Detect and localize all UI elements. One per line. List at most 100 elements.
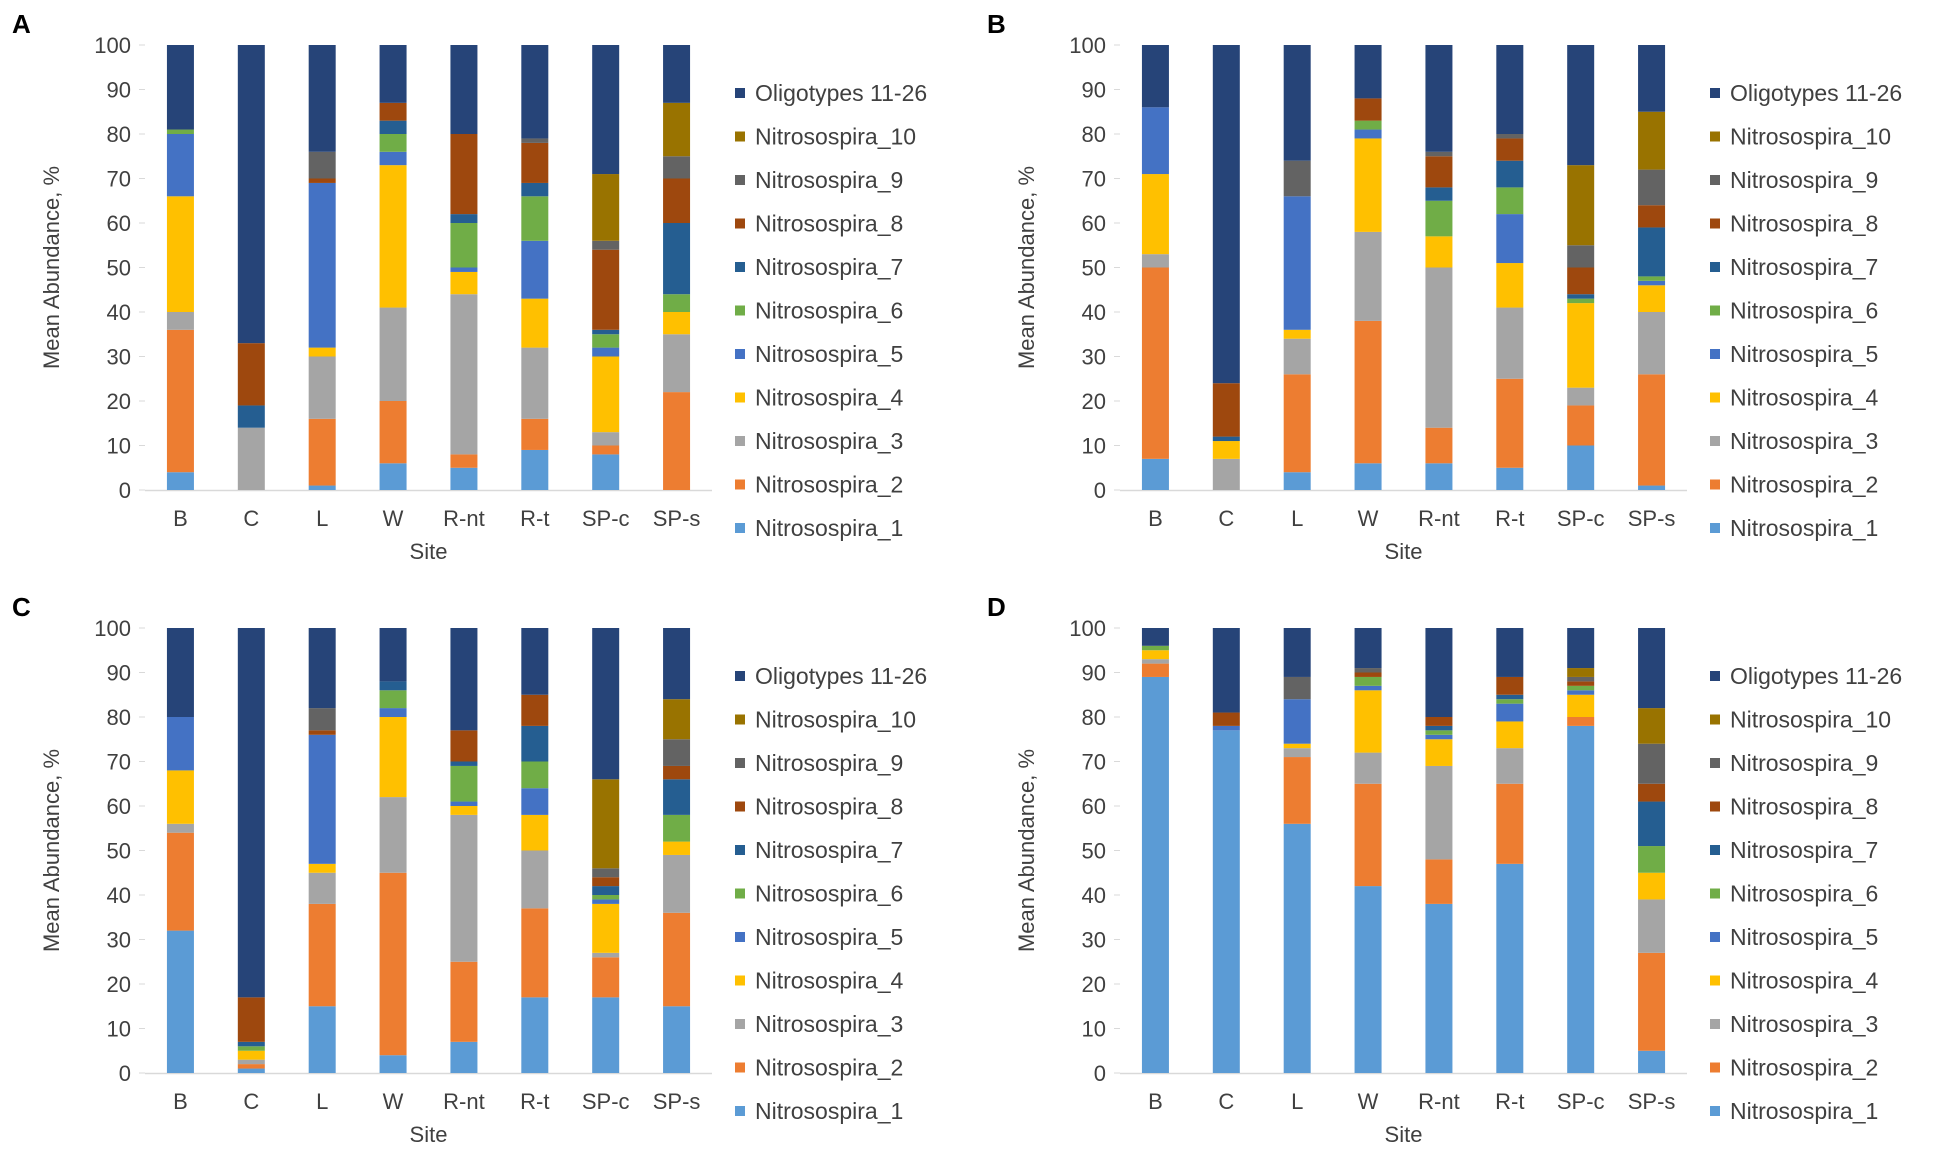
bar-segment-nitrosospira-5-sp-c xyxy=(1567,690,1595,695)
legend-label: Nitrosospira_8 xyxy=(1730,794,1878,820)
bar-segment-nitrosospira-1-w xyxy=(1354,463,1382,490)
legend-swatch-nitrosospira-1 xyxy=(735,523,745,533)
bar-segment-nitrosospira-6-r-nt xyxy=(450,223,478,268)
bar-segment-nitrosospira-4-sp-c xyxy=(1567,694,1595,717)
legend-swatch-nitrosospira-6 xyxy=(735,305,745,316)
bar-segment-nitrosospira-1-b xyxy=(166,472,194,490)
bar-segment-nitrosospira-2-c xyxy=(237,1064,265,1069)
y-tick-label: 70 xyxy=(1082,167,1106,192)
x-tick-label: L xyxy=(316,1089,328,1114)
legend-swatch-nitrosospira-1 xyxy=(1710,1106,1720,1116)
bar-segment-nitrosospira-9-sp-s xyxy=(663,739,691,766)
bar-segment-nitrosospira-5-c xyxy=(1212,725,1240,731)
bar-segment-nitrosospira-1-r-t xyxy=(1496,863,1524,1073)
bar-segment-nitrosospira-4-b xyxy=(1141,650,1169,660)
y-tick-label: 90 xyxy=(107,661,131,686)
legend-label: Nitrosospira_6 xyxy=(755,881,903,907)
bar-segment-nitrosospira-6-c xyxy=(237,1046,265,1051)
legend-label: Nitrosospira_8 xyxy=(755,211,903,237)
x-tick-label: R-t xyxy=(1495,506,1524,531)
bar-segment-nitrosospira-5-l xyxy=(1283,699,1311,744)
legend-swatch-nitrosospira-4 xyxy=(735,975,745,986)
bar-segment-nitrosospira-1-b xyxy=(1141,458,1169,490)
bar-segment-nitrosospira-1-r-nt xyxy=(450,1041,478,1073)
legend-label: Nitrosospira_10 xyxy=(1730,124,1891,150)
legend-swatch-nitrosospira-8 xyxy=(735,218,745,229)
x-tick-label: R-nt xyxy=(1418,1089,1460,1114)
legend-label: Nitrosospira_7 xyxy=(1730,837,1878,863)
bar-segment-nitrosospira-9-sp-s xyxy=(1638,169,1666,206)
bar-segment-oligotypes-11-26-sp-c xyxy=(1567,628,1595,669)
bar-segment-nitrosospira-2-sp-s xyxy=(1638,374,1666,486)
bar-segment-nitrosospira-9-r-nt xyxy=(1425,151,1453,157)
x-tick-label: R-t xyxy=(520,1089,549,1114)
legend-label: Nitrosospira_4 xyxy=(755,968,903,994)
bar-segment-nitrosospira-7-w xyxy=(379,681,407,691)
bar-segment-nitrosospira-5-r-t xyxy=(521,788,549,815)
bar-segment-nitrosospira-1-b xyxy=(1141,676,1169,1073)
bar-segment-nitrosospira-5-sp-c xyxy=(592,899,620,904)
legend-swatch-nitrosospira-4 xyxy=(1710,392,1720,403)
bar-segment-nitrosospira-2-b xyxy=(166,832,194,931)
bar-segment-nitrosospira-6-b xyxy=(166,129,194,134)
bar-segment-nitrosospira-6-r-nt xyxy=(450,765,478,802)
bar-segment-nitrosospira-6-sp-c xyxy=(592,895,620,900)
bar-segment-nitrosospira-4-r-t xyxy=(521,814,549,851)
bar-segment-nitrosospira-2-r-t xyxy=(1496,783,1524,864)
x-tick-label: R-nt xyxy=(1418,506,1460,531)
legend-label: Nitrosospira_5 xyxy=(755,924,903,950)
x-tick-label: C xyxy=(243,1089,259,1114)
bar-segment-nitrosospira-5-l xyxy=(308,182,336,348)
bar-segment-nitrosospira-6-r-nt xyxy=(1425,200,1453,237)
bar-segment-nitrosospira-9-sp-c xyxy=(592,240,620,250)
bar-segment-nitrosospira-3-sp-s xyxy=(1638,312,1666,375)
x-tick-label: R-nt xyxy=(443,1089,485,1114)
bar-segment-nitrosospira-7-r-t xyxy=(1496,160,1524,188)
bar-segment-nitrosospira-3-sp-s xyxy=(663,854,691,913)
legend-swatch-nitrosospira-7 xyxy=(735,262,745,272)
legend-swatch-nitrosospira-8 xyxy=(1710,218,1720,229)
bar-segment-nitrosospira-8-sp-c xyxy=(1567,267,1595,295)
bar-segment-nitrosospira-9-w xyxy=(1354,668,1382,673)
bar-segment-nitrosospira-3-sp-c xyxy=(592,432,620,446)
bar-segment-nitrosospira-4-r-nt xyxy=(1425,739,1453,766)
bar-segment-nitrosospira-4-b xyxy=(1141,174,1169,255)
y-tick-label: 40 xyxy=(1082,300,1106,325)
legend-swatch-nitrosospira-9 xyxy=(1710,758,1720,768)
bar-segment-nitrosospira-2-b xyxy=(1141,267,1169,459)
legend-label: Nitrosospira_6 xyxy=(755,298,903,324)
bar-segment-oligotypes-11-26-w xyxy=(1354,628,1382,669)
y-tick-label: 50 xyxy=(107,256,131,281)
bar-segment-nitrosospira-6-w xyxy=(1354,676,1382,686)
x-tick-label: C xyxy=(1218,506,1234,531)
bar-segment-nitrosospira-3-w xyxy=(379,797,407,873)
y-tick-label: 90 xyxy=(1082,661,1106,686)
y-tick-label: 40 xyxy=(107,883,131,908)
bar-segment-nitrosospira-7-c xyxy=(237,1041,265,1047)
bar-segment-nitrosospira-8-w xyxy=(1354,672,1382,677)
bar-segment-nitrosospira-9-l xyxy=(308,708,336,731)
bar-segment-oligotypes-11-26-r-t xyxy=(1496,45,1524,134)
legend-swatch-nitrosospira-5 xyxy=(1710,932,1720,942)
legend-label: Nitrosospira_4 xyxy=(1730,385,1878,411)
bar-segment-nitrosospira-6-r-t xyxy=(521,196,549,241)
bar-segment-oligotypes-11-26-sp-c xyxy=(592,628,620,780)
bar-segment-nitrosospira-4-b xyxy=(166,770,194,824)
bar-segment-nitrosospira-7-sp-s xyxy=(1638,801,1666,847)
legend-swatch-nitrosospira-10 xyxy=(1710,131,1720,142)
bar-segment-nitrosospira-2-r-nt xyxy=(450,961,478,1042)
bar-segment-nitrosospira-2-sp-c xyxy=(592,957,620,998)
y-tick-label: 60 xyxy=(107,794,131,819)
legend-label: Nitrosospira_2 xyxy=(1730,1055,1878,1081)
bar-segment-oligotypes-11-26-c xyxy=(1212,628,1240,713)
bar-segment-nitrosospira-3-r-t xyxy=(521,850,549,909)
legend-label: Nitrosospira_9 xyxy=(1730,750,1878,776)
bar-segment-nitrosospira-7-r-nt xyxy=(1425,725,1453,731)
legend-swatch-nitrosospira-7 xyxy=(1710,845,1720,855)
legend-swatch-nitrosospira-2 xyxy=(735,479,745,490)
bar-segment-nitrosospira-4-r-nt xyxy=(450,806,478,815)
bar-segment-nitrosospira-3-c xyxy=(237,427,265,490)
bar-segment-oligotypes-11-26-l xyxy=(308,628,336,709)
legend-label: Nitrosospira_6 xyxy=(1730,881,1878,907)
bar-segment-nitrosospira-8-sp-c xyxy=(592,249,620,330)
